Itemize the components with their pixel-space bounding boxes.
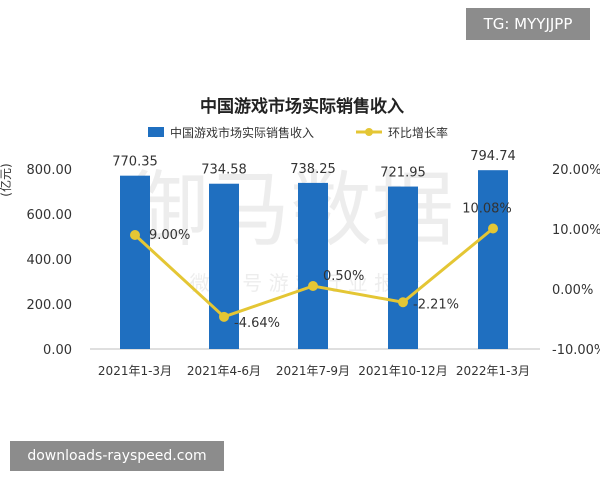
chart-title: 中国游戏市场实际销售收入 [200,96,404,117]
tg-tag: TG: MYYJJPP [466,8,590,40]
y2-tick-label: 10.00% [552,223,600,238]
y-tick-label: 800.00 [27,163,73,178]
bar-value-label: 770.35 [112,155,158,170]
x-tick-label: 2021年10-12月 [358,364,447,378]
growth-point [130,230,140,240]
growth-point [308,281,318,291]
x-tick-label: 2022年1-3月 [456,364,530,378]
bar [298,182,328,349]
legend-label-bar: 中国游戏市场实际销售收入 [170,125,314,140]
legend-label-line: 环比增长率 [388,125,448,140]
bar-value-label: 721.95 [380,166,426,181]
growth-value-label: 0.50% [323,269,364,284]
bar [478,170,508,349]
growth-point [398,297,408,308]
growth-value-label: -4.64% [234,316,280,331]
growth-value-label: 9.00% [149,228,190,243]
bar-value-label: 734.58 [201,163,247,178]
y-tick-label: 400.00 [27,253,73,268]
growth-value-label: -2.21% [413,297,459,312]
legend: 中国游戏市场实际销售收入 环比增长率 [148,125,448,140]
x-axis: 2021年1-3月 2021年4-6月 2021年7-9月 2021年10-12月 20… [98,364,530,378]
growth-point [488,223,498,234]
y2-tick-label: -10.00% [552,343,600,358]
y2-axis: -10.00% 0.00% 10.00% 20.00% [552,163,600,358]
footer-label: downloads-rayspeed.com [10,441,224,471]
y-tick-label: 600.00 [27,208,73,223]
y-tick-label: 0.00 [43,343,72,358]
y-tick-label: 200.00 [27,298,73,313]
bar-value-label: 794.74 [470,149,516,164]
growth-point [219,311,229,322]
growth-line: 9.00% -4.64% 0.50% -2.21% 10.08% [130,202,512,331]
bars: 770.35 734.58 738.25 721.95 794.74 [112,149,516,349]
y2-tick-label: 20.00% [552,163,600,178]
legend-swatch-point [365,128,373,136]
bar-value-label: 738.25 [290,162,336,177]
growth-value-label: 10.08% [462,202,512,217]
x-tick-label: 2021年7-9月 [276,364,350,378]
x-tick-label: 2021年4-6月 [187,364,261,378]
bar [120,175,150,349]
bar [388,186,418,349]
y2-tick-label: 0.00% [552,283,593,298]
y-axis-label: (亿元) [0,163,13,196]
x-tick-label: 2021年1-3月 [98,364,172,378]
legend-swatch-bar [148,127,164,137]
y-axis: 0.00 200.00 400.00 600.00 800.00 [27,163,73,358]
